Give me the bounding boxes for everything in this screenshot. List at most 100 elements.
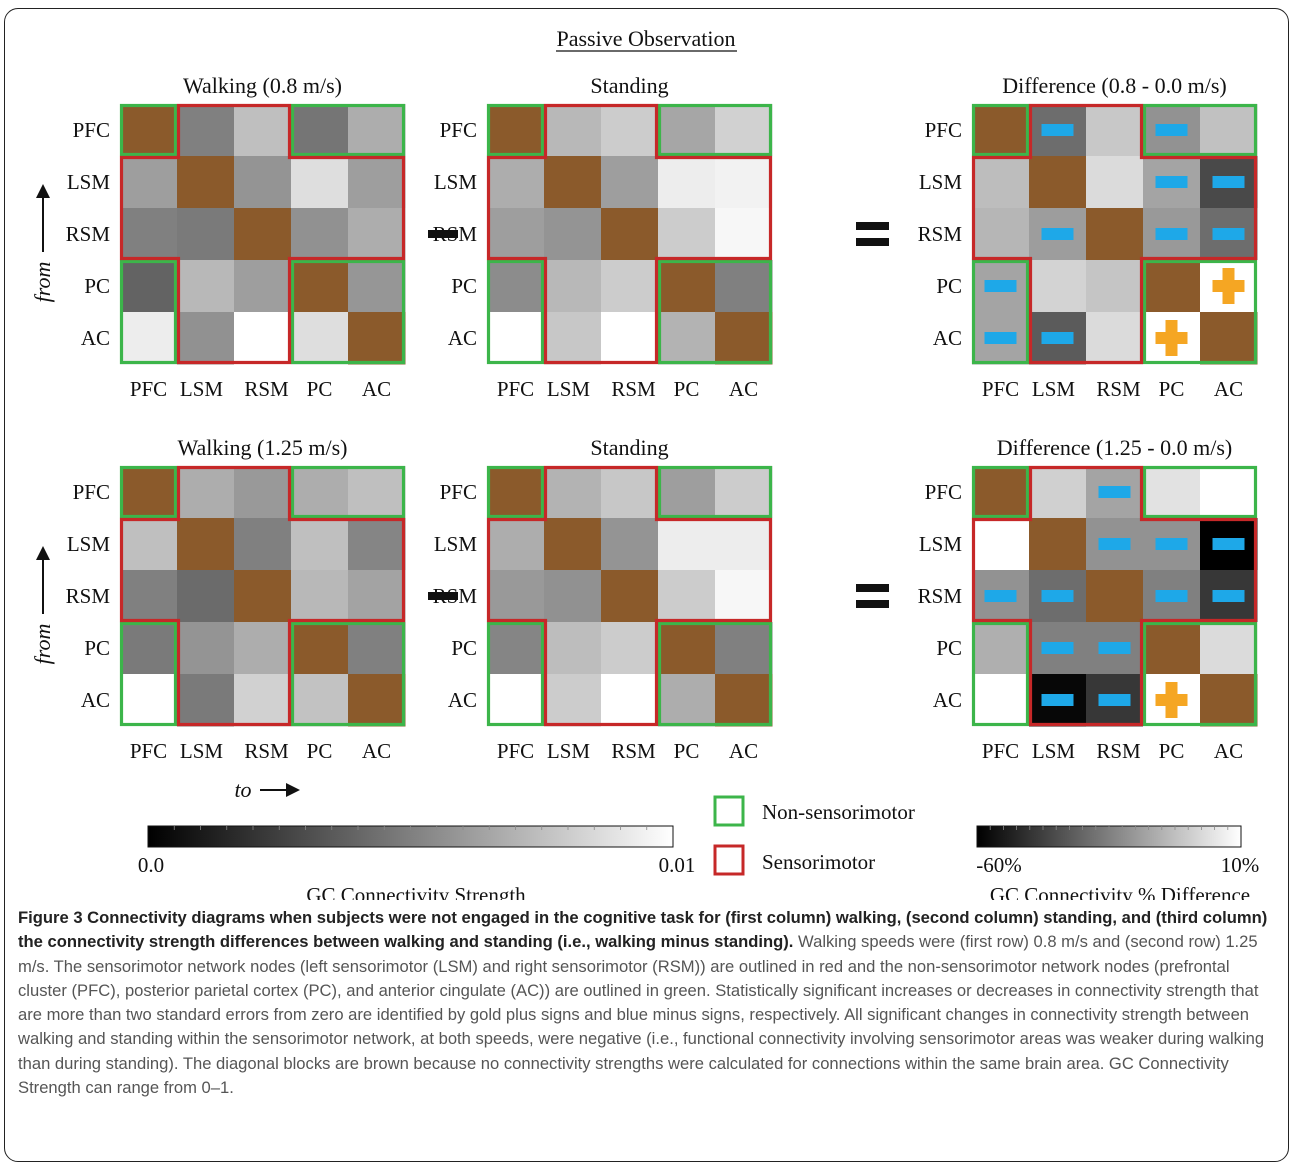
panel-title: Walking (0.8 m/s) <box>183 73 342 98</box>
heatmap-cell <box>1200 466 1258 519</box>
heatmap-cell <box>715 312 773 365</box>
heatmap-cell <box>972 518 1030 571</box>
heatmap-cell <box>291 622 349 675</box>
non-sensorimotor-outline <box>657 259 773 365</box>
heatmap-cell <box>120 622 178 675</box>
non-sensorimotor-outline <box>971 621 1030 727</box>
row-tick-label: PFC <box>925 480 962 504</box>
non-sensorimotor-outline <box>1142 103 1258 157</box>
heatmap-cell <box>601 570 659 623</box>
non-sensorimotor-outline <box>119 621 178 727</box>
heatmap-cell <box>291 260 349 313</box>
row-tick-label: AC <box>448 688 477 712</box>
row-tick-label: PC <box>936 274 962 298</box>
column-tick-label: AC <box>1214 377 1243 401</box>
heatmap-cell <box>715 674 773 727</box>
row-tick-label: LSM <box>434 170 478 194</box>
row-tick-label: PC <box>936 636 962 660</box>
non-sensorimotor-outline <box>657 621 773 727</box>
heatmap-cell <box>177 104 235 157</box>
figure-caption: Figure 3 Connectivity diagrams when subj… <box>18 906 1280 1100</box>
heatmap-cell <box>1200 104 1258 157</box>
heatmap-cell <box>658 104 716 157</box>
column-tick-label: LSM <box>547 739 591 763</box>
heatmap-cell <box>348 674 406 727</box>
heatmap-cell <box>120 208 178 261</box>
heatmap-cell <box>177 622 235 675</box>
heatmap-cell <box>291 312 349 365</box>
heatmap-cell <box>544 674 602 727</box>
heatmap-cell <box>658 570 716 623</box>
column-tick-label: RSM <box>611 739 656 763</box>
heatmap-cell <box>972 466 1030 519</box>
heatmap-cell <box>544 518 602 571</box>
heatmap-cell <box>601 260 659 313</box>
minus-sign-mark <box>1155 538 1188 550</box>
heatmap-cell <box>1086 570 1144 623</box>
heatmap-cell <box>348 622 406 675</box>
heatmap-cell <box>715 622 773 675</box>
heatmap-cell <box>120 466 178 519</box>
plus-sign-mark <box>1165 682 1178 718</box>
row-tick-label: AC <box>933 688 962 712</box>
heatmap-cell <box>1086 312 1144 365</box>
heatmap-cell <box>715 518 773 571</box>
non-sensorimotor-outline <box>486 259 545 365</box>
row-tick-label: AC <box>81 326 110 350</box>
row-tick-label: PFC <box>73 480 110 504</box>
heatmap-cell <box>658 156 716 209</box>
equals-operator <box>856 238 889 246</box>
non-sensorimotor-outline <box>657 103 773 157</box>
heatmap-cell <box>487 570 545 623</box>
column-tick-label: PC <box>1159 377 1185 401</box>
heatmap-cell <box>601 156 659 209</box>
legend-green-label: Non-sensorimotor <box>762 800 915 824</box>
heatmap-cell <box>120 156 178 209</box>
from-arrow-head <box>36 546 50 560</box>
heatmap-panel-2: Difference (0.8 - 0.0 m/s) PFC LSM RSM PC AC P… <box>918 73 1258 401</box>
minus-sign-mark <box>984 332 1017 344</box>
heatmap-cell <box>601 674 659 727</box>
equals-operator <box>856 584 889 592</box>
non-sensorimotor-outline <box>119 103 178 157</box>
minus-sign-mark <box>984 280 1017 292</box>
heatmap-cell <box>601 208 659 261</box>
column-tick-label: RSM <box>244 739 289 763</box>
heatmap-cell <box>177 674 235 727</box>
minus-sign-mark <box>1041 590 1074 602</box>
minus-sign-mark <box>1098 538 1131 550</box>
heatmap-cell <box>601 466 659 519</box>
heatmap-cell <box>1143 260 1201 313</box>
heatmap-cell <box>972 104 1030 157</box>
heatmap-cell <box>601 312 659 365</box>
heatmap-cell <box>972 208 1030 261</box>
heatmap-panel-5: Difference (1.25 - 0.0 m/s) PFC LSM RSM PC AC… <box>918 435 1258 763</box>
heatmap-cell <box>1086 104 1144 157</box>
colorbar-max-label: 10% <box>1221 853 1260 877</box>
minus-sign-mark <box>1098 486 1131 498</box>
heatmap-cell <box>348 570 406 623</box>
non-sensorimotor-outline <box>290 259 406 365</box>
heatmap-cell <box>1086 208 1144 261</box>
heatmap-cell <box>348 466 406 519</box>
heatmap-cell <box>120 312 178 365</box>
column-tick-label: PC <box>674 739 700 763</box>
colorbar-min-label: -60% <box>976 853 1022 877</box>
heatmap-cell <box>120 570 178 623</box>
heatmap-cell <box>234 260 292 313</box>
heatmap-cell <box>487 260 545 313</box>
row-tick-label: AC <box>933 326 962 350</box>
heatmap-cell <box>348 260 406 313</box>
row-tick-label: PC <box>451 636 477 660</box>
heatmap-cell <box>234 312 292 365</box>
figure-chart: Passive Observation Walking (0.8 m/s) PFC L… <box>30 26 1260 900</box>
heatmap-cell <box>1200 622 1258 675</box>
heatmap-cell <box>291 674 349 727</box>
heatmap-cell <box>177 208 235 261</box>
heatmap-cell <box>177 156 235 209</box>
row-tick-label: RSM <box>918 222 963 246</box>
minus-sign-mark <box>1155 228 1188 240</box>
minus-sign-mark <box>1212 176 1245 188</box>
colorbar-min-label: 0.0 <box>138 853 164 877</box>
heatmap-cell <box>487 104 545 157</box>
